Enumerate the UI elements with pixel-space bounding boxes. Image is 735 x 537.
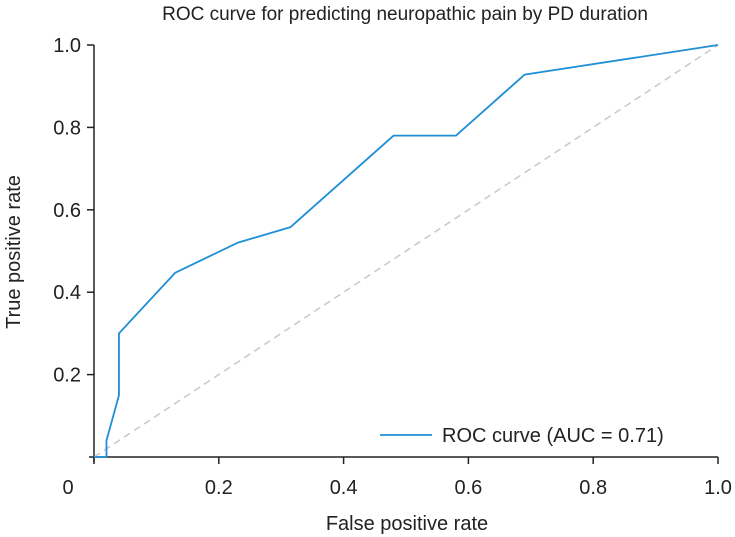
roc-curve-line: [94, 44, 719, 458]
y-tick-label: 0.8: [53, 117, 81, 139]
x-tick-label: 1.0: [704, 477, 732, 499]
x-tick-label: 0: [62, 477, 73, 499]
y-tick-label: 1.0: [53, 35, 81, 57]
x-axis-ticks: 0 0.2 0.4 0.6 0.8 1.0: [62, 457, 732, 499]
chance-diagonal-line: [93, 44, 719, 458]
y-axis-label: True positive rate: [3, 175, 25, 329]
x-tick-label: 0.4: [330, 477, 358, 499]
chart-title: ROC curve for predicting neuropathic pai…: [162, 4, 648, 25]
x-axis-label: False positive rate: [326, 513, 488, 535]
y-tick-label: 0.4: [53, 282, 81, 304]
x-tick-label: 0.8: [579, 477, 607, 499]
y-axis-ticks: 0.2 0.4 0.6 0.8 1.0: [53, 35, 94, 387]
series-group: [94, 44, 719, 458]
x-tick-label: 0.6: [454, 477, 482, 499]
y-tick-label: 0.2: [53, 365, 81, 387]
y-tick-label: 0.6: [53, 200, 81, 222]
legend: ROC curve (AUC = 0.71): [380, 425, 664, 447]
legend-label-roc: ROC curve (AUC = 0.71): [442, 425, 664, 447]
x-tick-label: 0.2: [205, 477, 233, 499]
